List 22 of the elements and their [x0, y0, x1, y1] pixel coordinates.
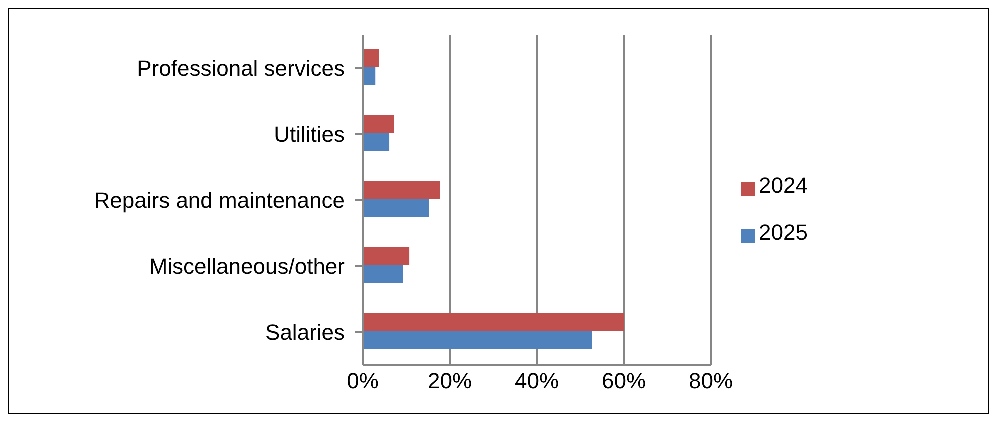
legend-label: 2024 [759, 173, 808, 198]
bar [363, 200, 430, 218]
bar [363, 50, 380, 68]
bar [363, 332, 592, 350]
bar [363, 314, 624, 332]
legend-label: 2025 [759, 220, 808, 245]
bar [363, 248, 410, 266]
bar [363, 182, 440, 200]
x-tick-label: 60% [602, 368, 646, 394]
y-tick-label: Repairs and maintenance [94, 188, 345, 213]
y-tick-label: Salaries [266, 320, 345, 345]
bar [363, 116, 394, 134]
bar [363, 134, 390, 152]
x-tick-label: 80% [689, 368, 734, 394]
bar [363, 266, 404, 284]
y-tick-label: Miscellaneous/other [149, 254, 345, 279]
x-tick-label: 40% [515, 368, 560, 394]
y-tick-label: Utilities [274, 122, 345, 147]
y-tick-label: Professional services [137, 56, 345, 81]
x-tick-label: 0% [347, 368, 379, 394]
bar [363, 68, 376, 86]
x-tick-label: 20% [428, 368, 472, 394]
